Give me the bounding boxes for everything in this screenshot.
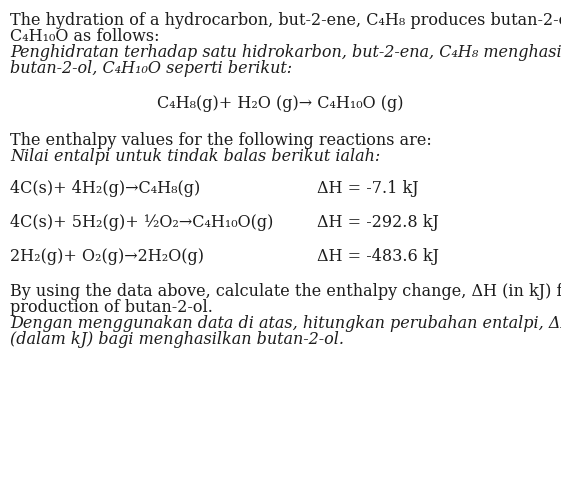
Text: C₄H₈(g)+ H₂O (g)→ C₄H₁₀O (g): C₄H₈(g)+ H₂O (g)→ C₄H₁₀O (g): [157, 95, 404, 112]
Text: ΔH = -7.1 kJ: ΔH = -7.1 kJ: [317, 180, 419, 197]
Text: By using the data above, calculate the enthalpy change, ΔH (in kJ) for the: By using the data above, calculate the e…: [10, 283, 561, 300]
Text: The hydration of a hydrocarbon, but-2-ene, C₄H₈ produces butan-2-ol,: The hydration of a hydrocarbon, but-2-en…: [10, 12, 561, 29]
Text: Penghidratan terhadap satu hidrokarbon, but-2-ena, C₄H₈ menghasilkan-: Penghidratan terhadap satu hidrokarbon, …: [10, 44, 561, 61]
Text: ΔH = -292.8 kJ: ΔH = -292.8 kJ: [317, 214, 439, 231]
Text: The enthalpy values for the following reactions are:: The enthalpy values for the following re…: [10, 132, 432, 149]
Text: production of butan-2-ol.: production of butan-2-ol.: [10, 299, 213, 316]
Text: ΔH = -483.6 kJ: ΔH = -483.6 kJ: [317, 248, 439, 265]
Text: Nilai entalpi untuk tindak balas berikut ialah:: Nilai entalpi untuk tindak balas berikut…: [10, 148, 380, 165]
Text: Dengan menggunakan data di atas, hitungkan perubahan entalpi, ΔH: Dengan menggunakan data di atas, hitungk…: [10, 315, 561, 332]
Text: 2H₂(g)+ O₂(g)→2H₂O(g): 2H₂(g)+ O₂(g)→2H₂O(g): [10, 248, 204, 265]
Text: 4C(s)+ 4H₂(g)→C₄H₈(g): 4C(s)+ 4H₂(g)→C₄H₈(g): [10, 180, 200, 197]
Text: 4C(s)+ 5H₂(g)+ ½O₂→C₄H₁₀O(g): 4C(s)+ 5H₂(g)+ ½O₂→C₄H₁₀O(g): [10, 214, 273, 231]
Text: C₄H₁₀O as follows:: C₄H₁₀O as follows:: [10, 28, 159, 45]
Text: (dalam kJ) bagi menghasilkan butan-2-ol.: (dalam kJ) bagi menghasilkan butan-2-ol.: [10, 331, 344, 348]
Text: butan-2-ol, C₄H₁₀O seperti berikut:: butan-2-ol, C₄H₁₀O seperti berikut:: [10, 60, 292, 77]
